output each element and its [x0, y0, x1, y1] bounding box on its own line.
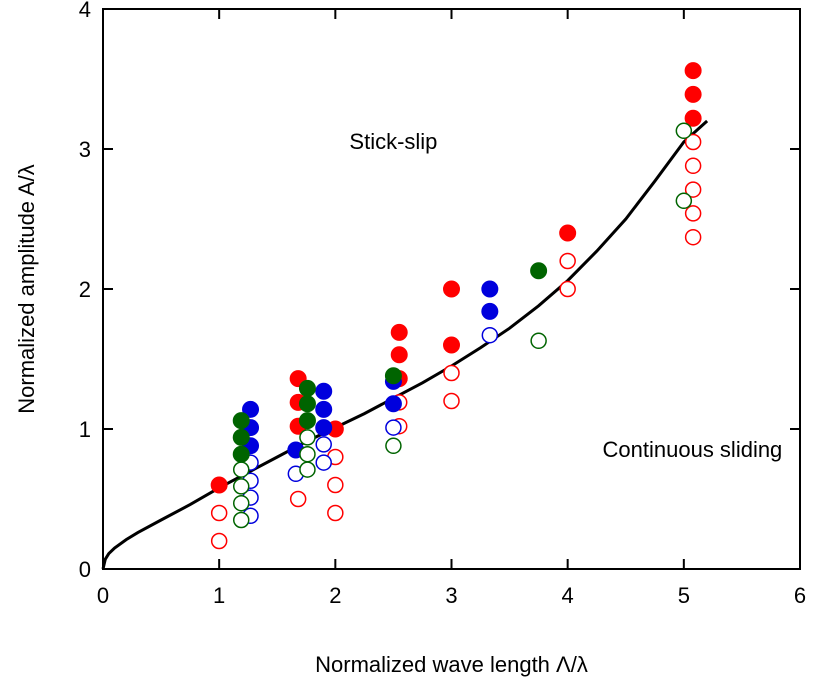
y-tick-label-0: 0 [79, 557, 91, 582]
point-hollow-s2-0 [232, 461, 250, 478]
point-hollow-s0-12 [684, 133, 702, 151]
point-filled-s0-10 [559, 224, 577, 242]
x-tick-label-4: 4 [562, 583, 574, 608]
x-tick-label-0: 0 [97, 583, 109, 608]
point-filled-s2-7 [530, 262, 548, 280]
point-filled-s0-12 [684, 85, 702, 103]
x-tick-label-2: 2 [329, 583, 341, 608]
tick-labels-layer: 0 1 2 3 4 5 6 0 1 2 3 4 [79, 0, 806, 608]
point-filled-s2-6 [384, 367, 402, 385]
point-hollow-s0-2 [289, 490, 307, 508]
x-tick-label-3: 3 [445, 583, 457, 608]
y-tick-label-4: 4 [79, 0, 91, 22]
point-filled-s2-0 [232, 412, 250, 430]
point-hollow-s0-10 [559, 252, 576, 270]
x-tick-label-5: 5 [678, 583, 690, 608]
point-filled-s0-5 [390, 323, 408, 341]
point-hollow-s2-8 [530, 332, 547, 350]
annotation-continuous-sliding: Continuous sliding [603, 437, 783, 462]
point-filled-s1-0 [242, 400, 260, 418]
x-axis-title: Normalized wave length Λ/λ [315, 652, 588, 677]
point-filled-s2-4 [298, 395, 316, 413]
point-filled-s0-11 [684, 62, 702, 80]
point-filled-s2-2 [232, 445, 250, 463]
point-hollow-s0-0 [210, 504, 228, 522]
point-hollow-s2-7 [385, 437, 402, 455]
point-hollow-s1-8 [481, 326, 499, 344]
point-filled-s0-13 [684, 109, 702, 127]
point-filled-s0-9 [443, 336, 460, 354]
y-axis-title: Normalized amplitude A/λ [14, 164, 39, 413]
boundary-curve-layer [101, 119, 709, 570]
point-hollow-s0-1 [210, 532, 228, 550]
point-hollow-s0-4 [327, 476, 344, 494]
y-tick-label-3: 3 [79, 137, 91, 162]
point-filled-s0-6 [390, 346, 408, 364]
ticks-layer [102, 8, 801, 570]
point-hollow-s1-6 [315, 454, 332, 471]
point-hollow-s1-7 [385, 419, 402, 436]
point-filled-s1-9 [481, 280, 499, 298]
point-filled-s0-0 [210, 476, 228, 494]
x-tick-label-6: 6 [794, 583, 806, 608]
point-hollow-s2-6 [299, 461, 316, 478]
point-hollow-s2-3 [232, 511, 250, 529]
point-hollow-s2-5 [299, 445, 316, 463]
point-filled-s1-8 [384, 395, 402, 413]
point-hollow-s2-1 [232, 478, 250, 495]
annotation-stick-slip: Stick-slip [349, 129, 437, 154]
boundary-curve [101, 119, 709, 570]
point-hollow-s0-15 [684, 205, 702, 222]
point-hollow-s2-2 [232, 494, 250, 512]
point-hollow-s0-14 [684, 181, 702, 198]
point-hollow-s2-9 [675, 122, 693, 140]
point-hollow-s0-5 [327, 504, 344, 522]
points-layer [210, 62, 702, 550]
point-hollow-s0-8 [443, 364, 460, 382]
point-filled-s1-10 [481, 302, 499, 320]
point-hollow-s0-11 [559, 280, 576, 298]
y-tick-label-2: 2 [79, 277, 91, 302]
point-hollow-s0-9 [443, 392, 460, 410]
x-tick-label-1: 1 [213, 583, 225, 608]
point-hollow-s2-4 [299, 429, 316, 446]
point-filled-s0-8 [443, 280, 460, 298]
point-hollow-s0-13 [684, 157, 702, 175]
point-hollow-s2-10 [675, 192, 693, 210]
point-filled-s1-5 [315, 400, 333, 418]
point-filled-s2-1 [232, 428, 250, 446]
point-filled-s1-6 [315, 419, 333, 437]
point-filled-s2-3 [298, 379, 316, 397]
point-hollow-s0-16 [684, 228, 702, 246]
y-tick-label-1: 1 [79, 417, 91, 442]
point-filled-s2-5 [298, 412, 316, 430]
point-hollow-s1-5 [315, 436, 332, 453]
point-filled-s1-4 [315, 382, 333, 400]
